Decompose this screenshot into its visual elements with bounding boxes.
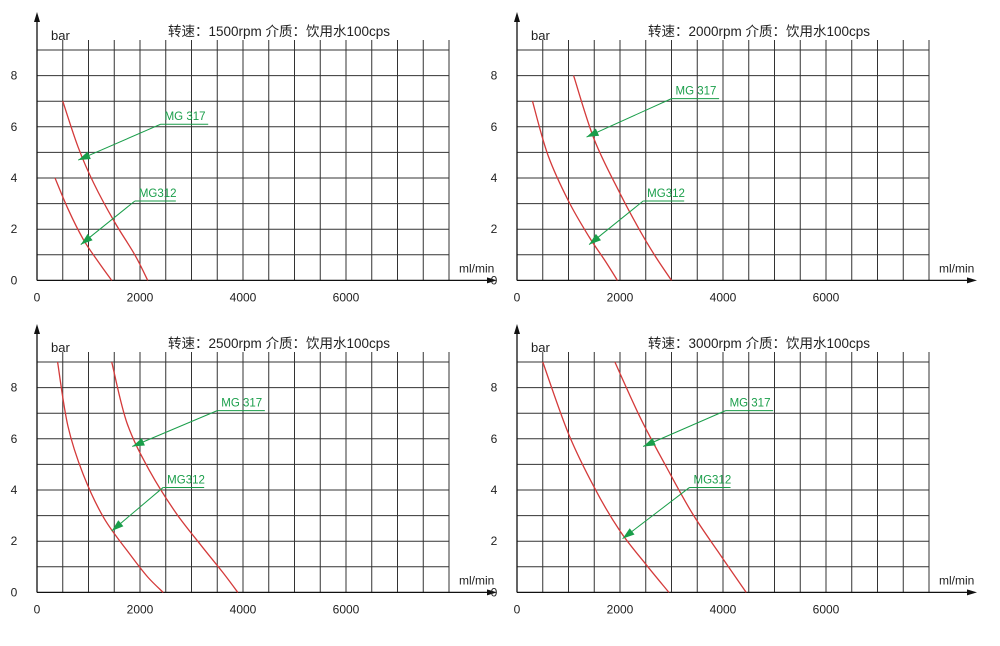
annotation-label: MG312 xyxy=(139,188,177,200)
x-axis-label: ml/min xyxy=(939,261,974,275)
y-tick-label: 8 xyxy=(11,69,18,83)
y-tick-label: 6 xyxy=(491,432,498,446)
pump-curve xyxy=(531,101,618,281)
y-axis-arrow xyxy=(34,324,40,334)
pump-curve xyxy=(56,361,164,593)
chart-panel-4: bar 转速：3000rpm 介质：饮用水100cps ml/min 0 2000 400… xyxy=(491,324,977,616)
y-tick-label: 4 xyxy=(491,483,498,497)
x-tick-label: 6000 xyxy=(813,290,840,304)
x-axis-arrow xyxy=(487,589,497,596)
annotation-arrowhead xyxy=(622,528,635,539)
y-tick-label: 4 xyxy=(491,171,498,185)
annotation-leader xyxy=(642,410,726,447)
y-tick-label: 2 xyxy=(491,534,498,548)
y-tick-label: 2 xyxy=(11,534,18,548)
annotation-leader xyxy=(586,98,672,138)
x-tick-label: 4000 xyxy=(710,602,737,616)
y-tick-label: 6 xyxy=(11,432,18,446)
x-axis-arrow xyxy=(487,277,497,284)
annotation-label: MG 317 xyxy=(730,398,771,410)
x-tick-label: 2000 xyxy=(607,602,634,616)
annotation-label: MG 317 xyxy=(221,398,262,410)
y-axis-label: bar xyxy=(51,28,70,43)
y-tick-label: 0 xyxy=(11,585,18,599)
chart-panel-2: bar 转速：2000rpm 介质：饮用水100cps ml/min 0 2000 400… xyxy=(491,12,977,304)
y-tick-label: 4 xyxy=(11,483,18,497)
x-tick-label: 6000 xyxy=(333,290,360,304)
annotation-label: MG312 xyxy=(167,474,205,486)
y-axis-arrow xyxy=(514,12,520,22)
annotation-arrowhead xyxy=(111,520,124,531)
y-tick-label: 2 xyxy=(491,222,498,236)
annotation-arrowhead xyxy=(80,233,93,245)
x-tick-label: 0 xyxy=(34,602,41,616)
x-tick-label: 6000 xyxy=(333,602,360,616)
annotation-leader xyxy=(132,410,218,447)
annotation-label: MG 317 xyxy=(676,86,717,98)
pump-curve xyxy=(62,100,149,281)
annotation-arrowhead xyxy=(589,233,601,245)
y-tick-label: 8 xyxy=(11,381,18,395)
y-tick-label: 0 xyxy=(491,273,498,287)
x-tick-label: 4000 xyxy=(230,602,257,616)
y-axis-label: bar xyxy=(531,28,550,43)
x-axis-arrow xyxy=(967,589,977,596)
annotation-leader xyxy=(78,123,161,161)
x-tick-label: 4000 xyxy=(710,290,737,304)
y-tick-label: 8 xyxy=(491,69,498,83)
pump-curve xyxy=(54,177,113,281)
annotation-arrowhead xyxy=(132,438,145,447)
y-tick-label: 6 xyxy=(491,120,498,134)
y-tick-label: 0 xyxy=(491,585,498,599)
y-axis-arrow xyxy=(34,12,40,22)
chart-title: 转速：1500rpm 介质：饮用水100cps xyxy=(168,24,390,39)
y-tick-label: 0 xyxy=(11,273,18,287)
chart-title: 转速：3000rpm 介质：饮用水100cps xyxy=(648,336,870,351)
x-axis-arrow xyxy=(967,277,977,284)
annotation-label: MG 317 xyxy=(165,111,206,123)
x-tick-label: 0 xyxy=(34,290,41,304)
y-axis-label: bar xyxy=(531,340,550,355)
y-tick-label: 8 xyxy=(491,381,498,395)
annotation-label: MG312 xyxy=(647,188,685,200)
annotation-leader xyxy=(622,487,690,540)
annotation-arrowhead xyxy=(643,438,656,447)
x-axis-label: ml/min xyxy=(459,261,494,275)
x-axis-label: ml/min xyxy=(939,573,974,587)
pump-curve xyxy=(542,361,670,593)
x-tick-label: 4000 xyxy=(230,290,257,304)
x-tick-label: 2000 xyxy=(127,602,154,616)
annotation-arrowhead xyxy=(586,128,600,137)
x-axis-label: ml/min xyxy=(459,573,494,587)
annotation-label: MG312 xyxy=(694,474,732,486)
y-axis-label: bar xyxy=(51,340,70,355)
x-tick-label: 6000 xyxy=(813,602,840,616)
x-tick-label: 2000 xyxy=(127,290,154,304)
y-tick-label: 4 xyxy=(11,171,18,185)
annotation-arrowhead xyxy=(78,151,91,161)
chart-title: 转速：2000rpm 介质：饮用水100cps xyxy=(648,24,870,39)
y-tick-label: 6 xyxy=(11,120,18,134)
x-tick-label: 0 xyxy=(514,290,521,304)
x-tick-label: 0 xyxy=(514,602,521,616)
pump-curve xyxy=(614,361,747,593)
x-tick-label: 2000 xyxy=(607,290,634,304)
pump-curve xyxy=(111,361,239,593)
chart-title: 转速：2500rpm 介质：饮用水100cps xyxy=(168,336,390,351)
y-tick-label: 2 xyxy=(11,222,18,236)
y-axis-arrow xyxy=(514,324,520,334)
